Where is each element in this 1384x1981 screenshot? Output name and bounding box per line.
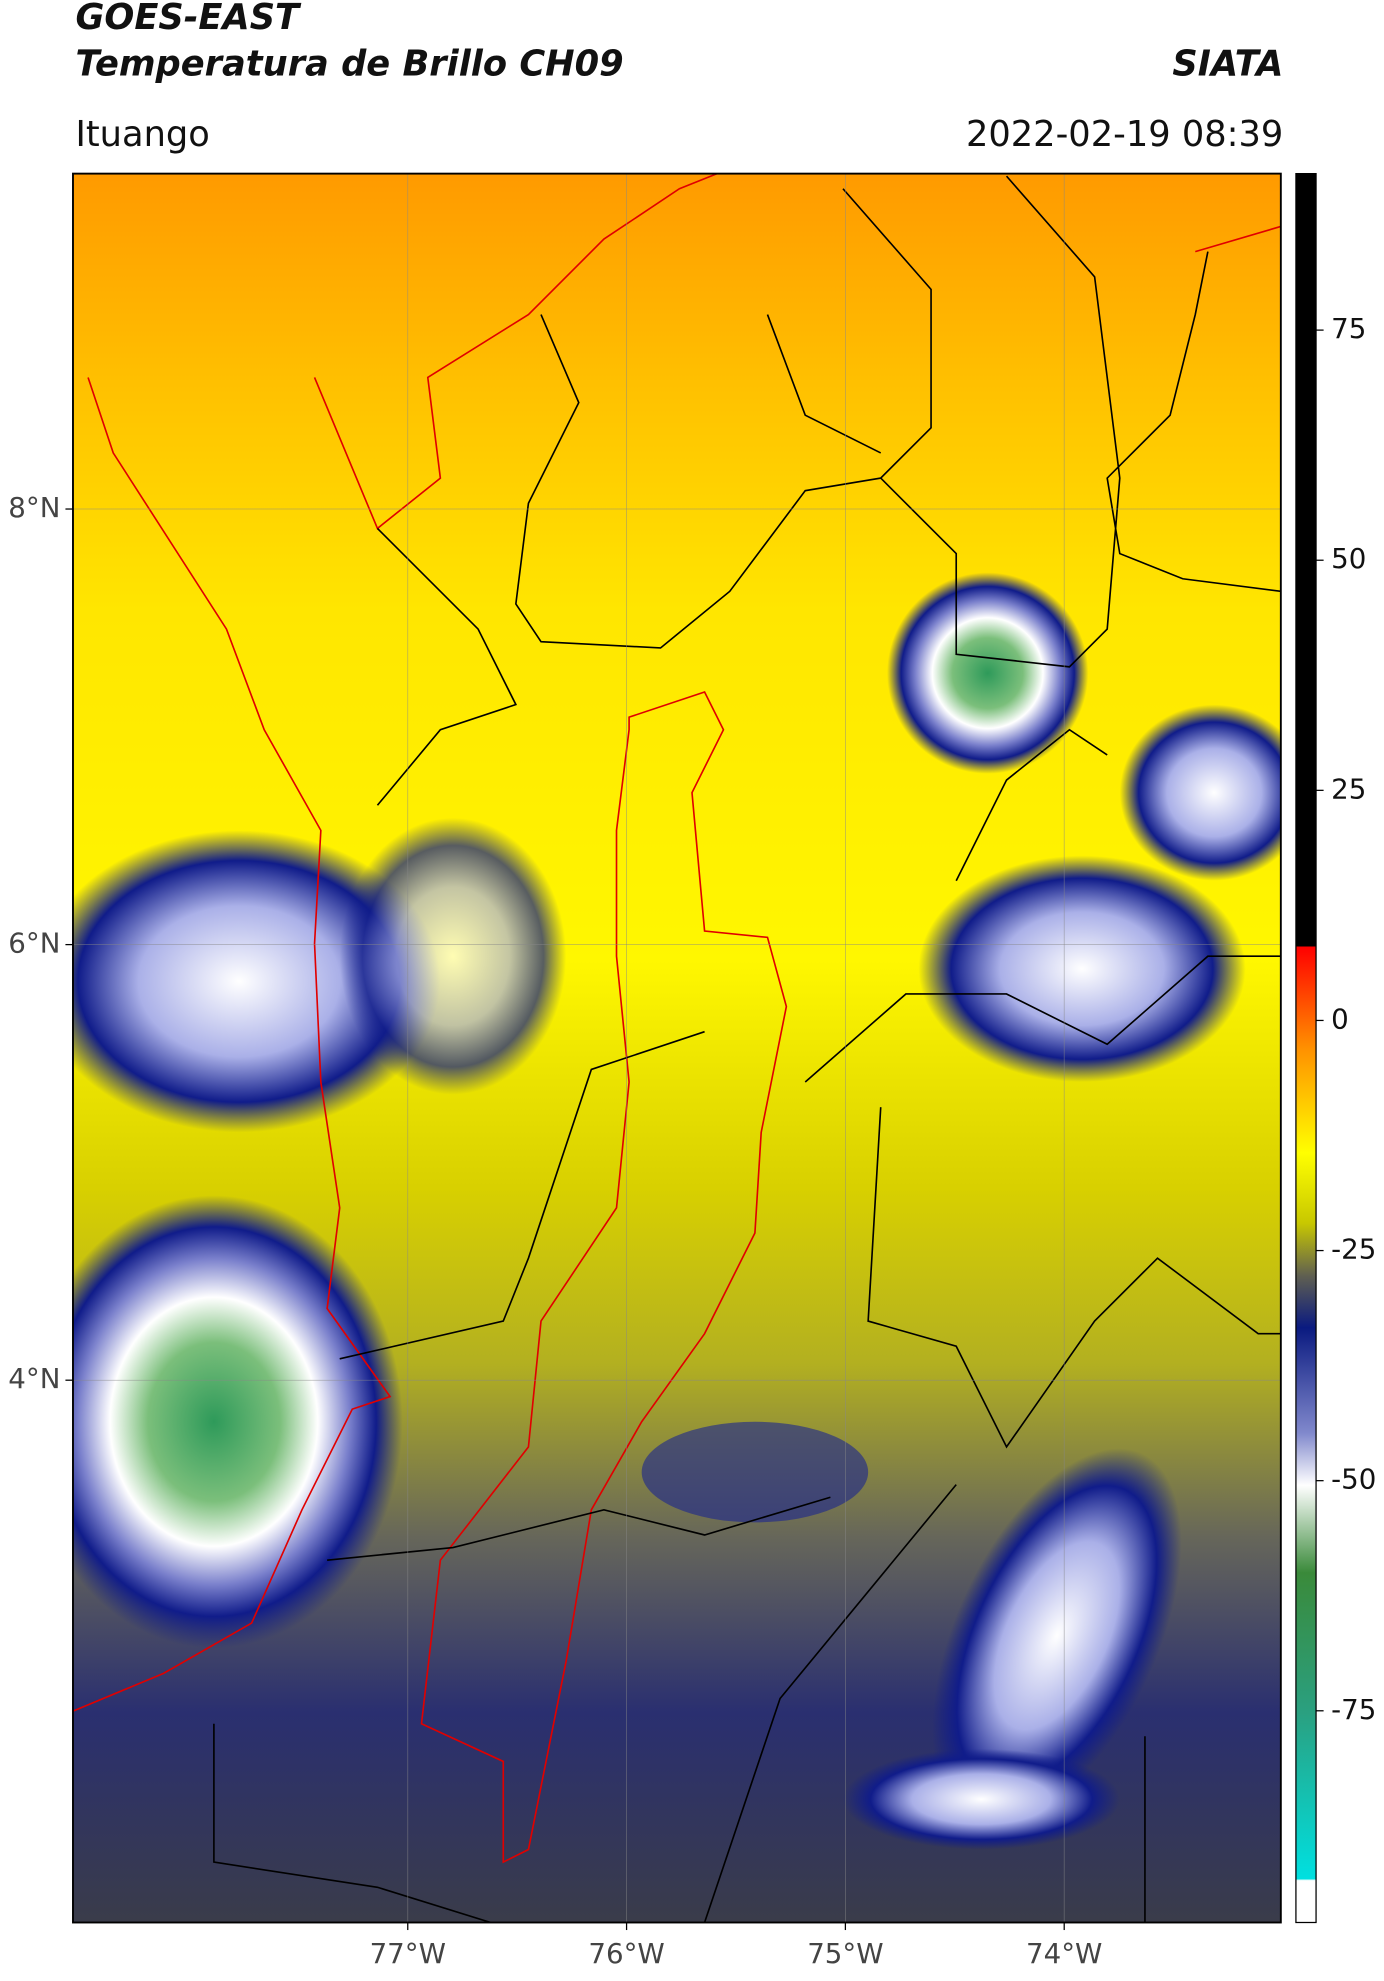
source: SIATA <box>1172 43 1283 84</box>
colorbar-tick-label: -25 <box>1331 1233 1376 1266</box>
colorbar-tick-label: 50 <box>1331 542 1366 575</box>
colorbar-tick-label: 0 <box>1331 1002 1349 1035</box>
datetime: 2022-02-19 08:39 <box>966 114 1283 155</box>
colorbar <box>1295 172 1317 1924</box>
x-tick-label: 75°W <box>807 1937 883 1970</box>
colorbar-tick-label: -50 <box>1331 1463 1376 1496</box>
colorbar-tick-label: 25 <box>1331 772 1366 805</box>
title: GOES-EAST <box>75 0 302 38</box>
y-tick-label: 4°N <box>8 1362 60 1395</box>
y-tick-label: 8°N <box>8 491 60 524</box>
map-image <box>72 173 1281 1923</box>
location: Ituango <box>75 114 209 155</box>
map-frame <box>72 172 1282 1924</box>
x-tick-label: 76°W <box>588 1937 664 1970</box>
colorbar-tick-label: -75 <box>1331 1693 1376 1726</box>
x-tick-label: 74°W <box>1026 1937 1102 1970</box>
x-tick-label: 77°W <box>370 1937 446 1970</box>
subtitle: Temperatura de Brillo CH09 <box>75 43 623 84</box>
y-tick-label: 6°N <box>8 927 60 960</box>
colorbar-tick-label: 75 <box>1331 312 1366 345</box>
